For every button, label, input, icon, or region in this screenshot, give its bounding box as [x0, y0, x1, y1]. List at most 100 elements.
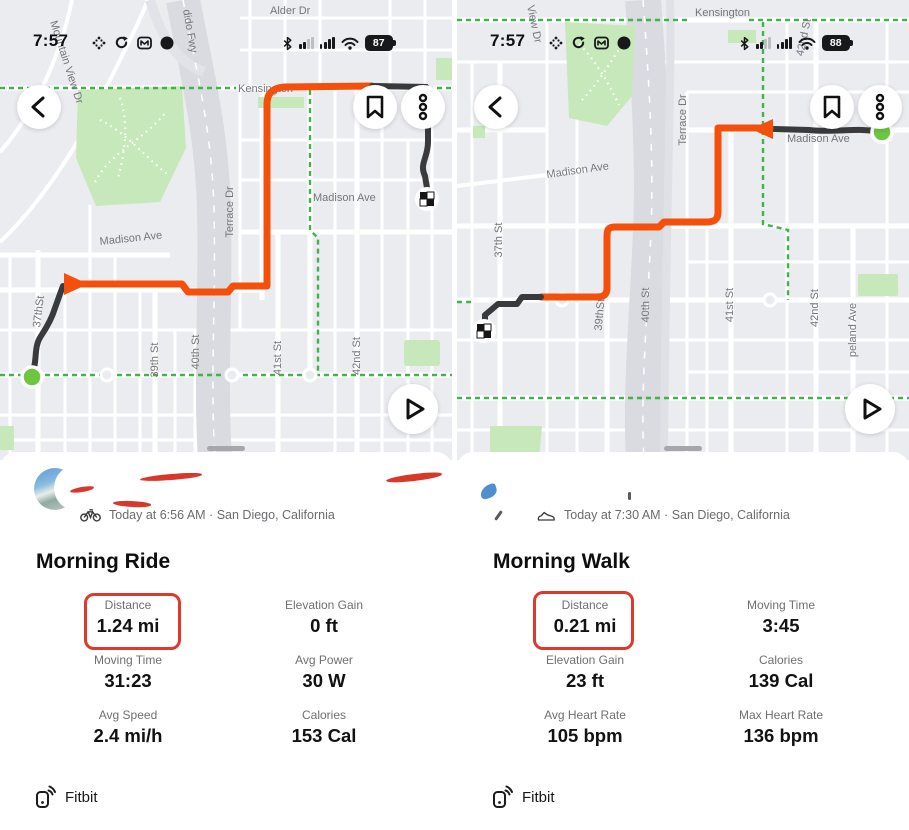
- stat-avg-speed: Avg Speed 2.4 mi/h: [93, 708, 163, 746]
- bike-paths: [457, 18, 909, 400]
- system-status-icons: 88: [739, 35, 853, 51]
- battery-icon: 87: [364, 35, 396, 51]
- street-label: 39th St: [149, 343, 161, 378]
- bookmark-icon: [823, 95, 841, 119]
- map-background: [457, 0, 909, 460]
- stat-moving-time: Moving Time 31:23: [93, 653, 163, 691]
- bookmark-button[interactable]: [353, 85, 397, 129]
- redaction-scribble: [515, 496, 670, 516]
- recording-dot-icon: [160, 36, 174, 49]
- bookmark-icon: [366, 95, 384, 119]
- redaction-mark: [628, 492, 631, 500]
- data-source-label: Fitbit: [65, 788, 98, 806]
- redaction-mark: [494, 510, 503, 521]
- fitbit-app-icon: [92, 36, 106, 49]
- activity-meta: Today at 6:56 AM · San Diego, California: [80, 508, 335, 522]
- route-segment-orange: [537, 124, 774, 301]
- battery-icon: 88: [821, 35, 853, 51]
- bicycle-icon: [80, 509, 101, 522]
- stat-distance: Distance 0.21 mi: [553, 598, 617, 636]
- play-route-button[interactable]: [845, 384, 895, 434]
- cellular-signal-icon: [319, 37, 335, 49]
- data-source: Fitbit: [491, 784, 555, 810]
- activity-meta-text: Today at 6:56 AM · San Diego, California: [109, 508, 335, 522]
- gmail-icon: [137, 36, 152, 49]
- street-label: 42nd St: [809, 289, 821, 327]
- gmail-icon: [594, 36, 609, 49]
- street-label: Madison Ave: [313, 192, 376, 204]
- stats-grid: Distance 1.24 mi Elevation Gain 0 ft Movin…: [30, 598, 422, 763]
- battery-level: 87: [372, 37, 385, 49]
- kebab-menu-icon: [418, 93, 428, 121]
- activity-sheet: Today at 7:30 AM · San Diego, California…: [457, 452, 909, 830]
- street-label: 42nd St: [351, 337, 363, 375]
- bluetooth-icon: [283, 36, 292, 50]
- route-segment-orange: [74, 82, 376, 296]
- map[interactable]: Kensington View Dr 42nd St Terrace Dr Ma…: [457, 0, 909, 460]
- chevron-left-icon: [31, 96, 45, 118]
- stat-moving-time: Moving Time 3:45: [746, 598, 816, 636]
- system-status-icons: 87: [282, 35, 396, 51]
- street-label: peland Ave: [847, 303, 859, 357]
- activity-sheet: Today at 6:56 AM · San Diego, California…: [0, 452, 452, 830]
- parks: [0, 58, 452, 450]
- back-button[interactable]: [17, 85, 61, 129]
- route-direction-arrow: [751, 119, 773, 139]
- screenshot-panel-ride: Alder Dr dido Fwy Mountain View Dr Kensi…: [0, 0, 452, 830]
- street-labels: Kensington View Dr 42nd St Terrace Dr Ma…: [493, 4, 859, 357]
- notification-icons: [549, 35, 631, 50]
- cellular-signal-icon: [299, 37, 314, 49]
- recording-dot-icon: [617, 36, 631, 49]
- cellular-signal-icon: [756, 37, 771, 49]
- street-label: 40th St: [640, 288, 652, 323]
- play-route-button[interactable]: [388, 384, 438, 434]
- redaction-scribble: [150, 492, 385, 516]
- shoe-icon: [537, 511, 555, 521]
- activity-meta-text: Today at 7:30 AM · San Diego, California: [564, 508, 790, 522]
- stat-max-heart-rate: Max Heart Rate 136 bpm: [738, 708, 824, 746]
- more-options-button[interactable]: [858, 85, 902, 129]
- activity-title: Morning Ride: [36, 550, 171, 573]
- street-label: Terrace Dr: [677, 94, 689, 146]
- street-label: 41st St: [724, 288, 736, 322]
- redaction-mark: [385, 471, 443, 484]
- more-options-button[interactable]: [401, 85, 445, 129]
- cellular-signal-icon: [776, 37, 792, 49]
- wifi-icon: [341, 37, 359, 50]
- battery-level: 88: [829, 37, 842, 49]
- route-segment-dark: [771, 126, 883, 135]
- fitbit-device-icon: [493, 785, 513, 808]
- stat-avg-power: Avg Power 30 W: [295, 653, 353, 691]
- street-label: 39thSt: [593, 298, 608, 331]
- sheet-drag-handle[interactable]: [207, 446, 245, 451]
- wifi-icon: [798, 37, 816, 50]
- street-grid: [0, 0, 452, 460]
- street-label: 40th St: [190, 335, 202, 370]
- chevron-left-icon: [488, 96, 502, 118]
- bluetooth-icon: [740, 36, 749, 50]
- stat-distance: Distance 1.24 mi: [96, 598, 160, 636]
- activity-route: [20, 82, 439, 389]
- map[interactable]: Alder Dr dido Fwy Mountain View Dr Kensi…: [0, 0, 452, 460]
- street-label: 37thSt: [31, 295, 47, 328]
- street-label: Terrace Dr: [224, 186, 236, 238]
- fitbit-device-icon: [36, 785, 56, 808]
- sheet-drag-handle[interactable]: [664, 446, 702, 451]
- street-label: Kensington: [695, 7, 750, 19]
- back-button[interactable]: [474, 85, 518, 129]
- kebab-menu-icon: [875, 93, 885, 121]
- route-direction-arrow: [64, 273, 88, 295]
- street-label: 41st St: [272, 341, 284, 375]
- roundabouts: [99, 367, 318, 383]
- stat-calories: Calories 153 Cal: [291, 708, 357, 746]
- route-finish-flag: [472, 319, 496, 343]
- notification-icons: [92, 35, 174, 50]
- status-time: 7:57: [490, 31, 526, 50]
- street-label: Alder Dr: [270, 5, 311, 17]
- play-icon: [863, 398, 882, 420]
- route-segment-dark: [482, 294, 544, 323]
- activity-meta: Today at 7:30 AM · San Diego, California: [537, 508, 790, 522]
- stat-calories: Calories 139 Cal: [748, 653, 814, 691]
- bookmark-button[interactable]: [810, 85, 854, 129]
- route-segment-dark: [29, 283, 66, 377]
